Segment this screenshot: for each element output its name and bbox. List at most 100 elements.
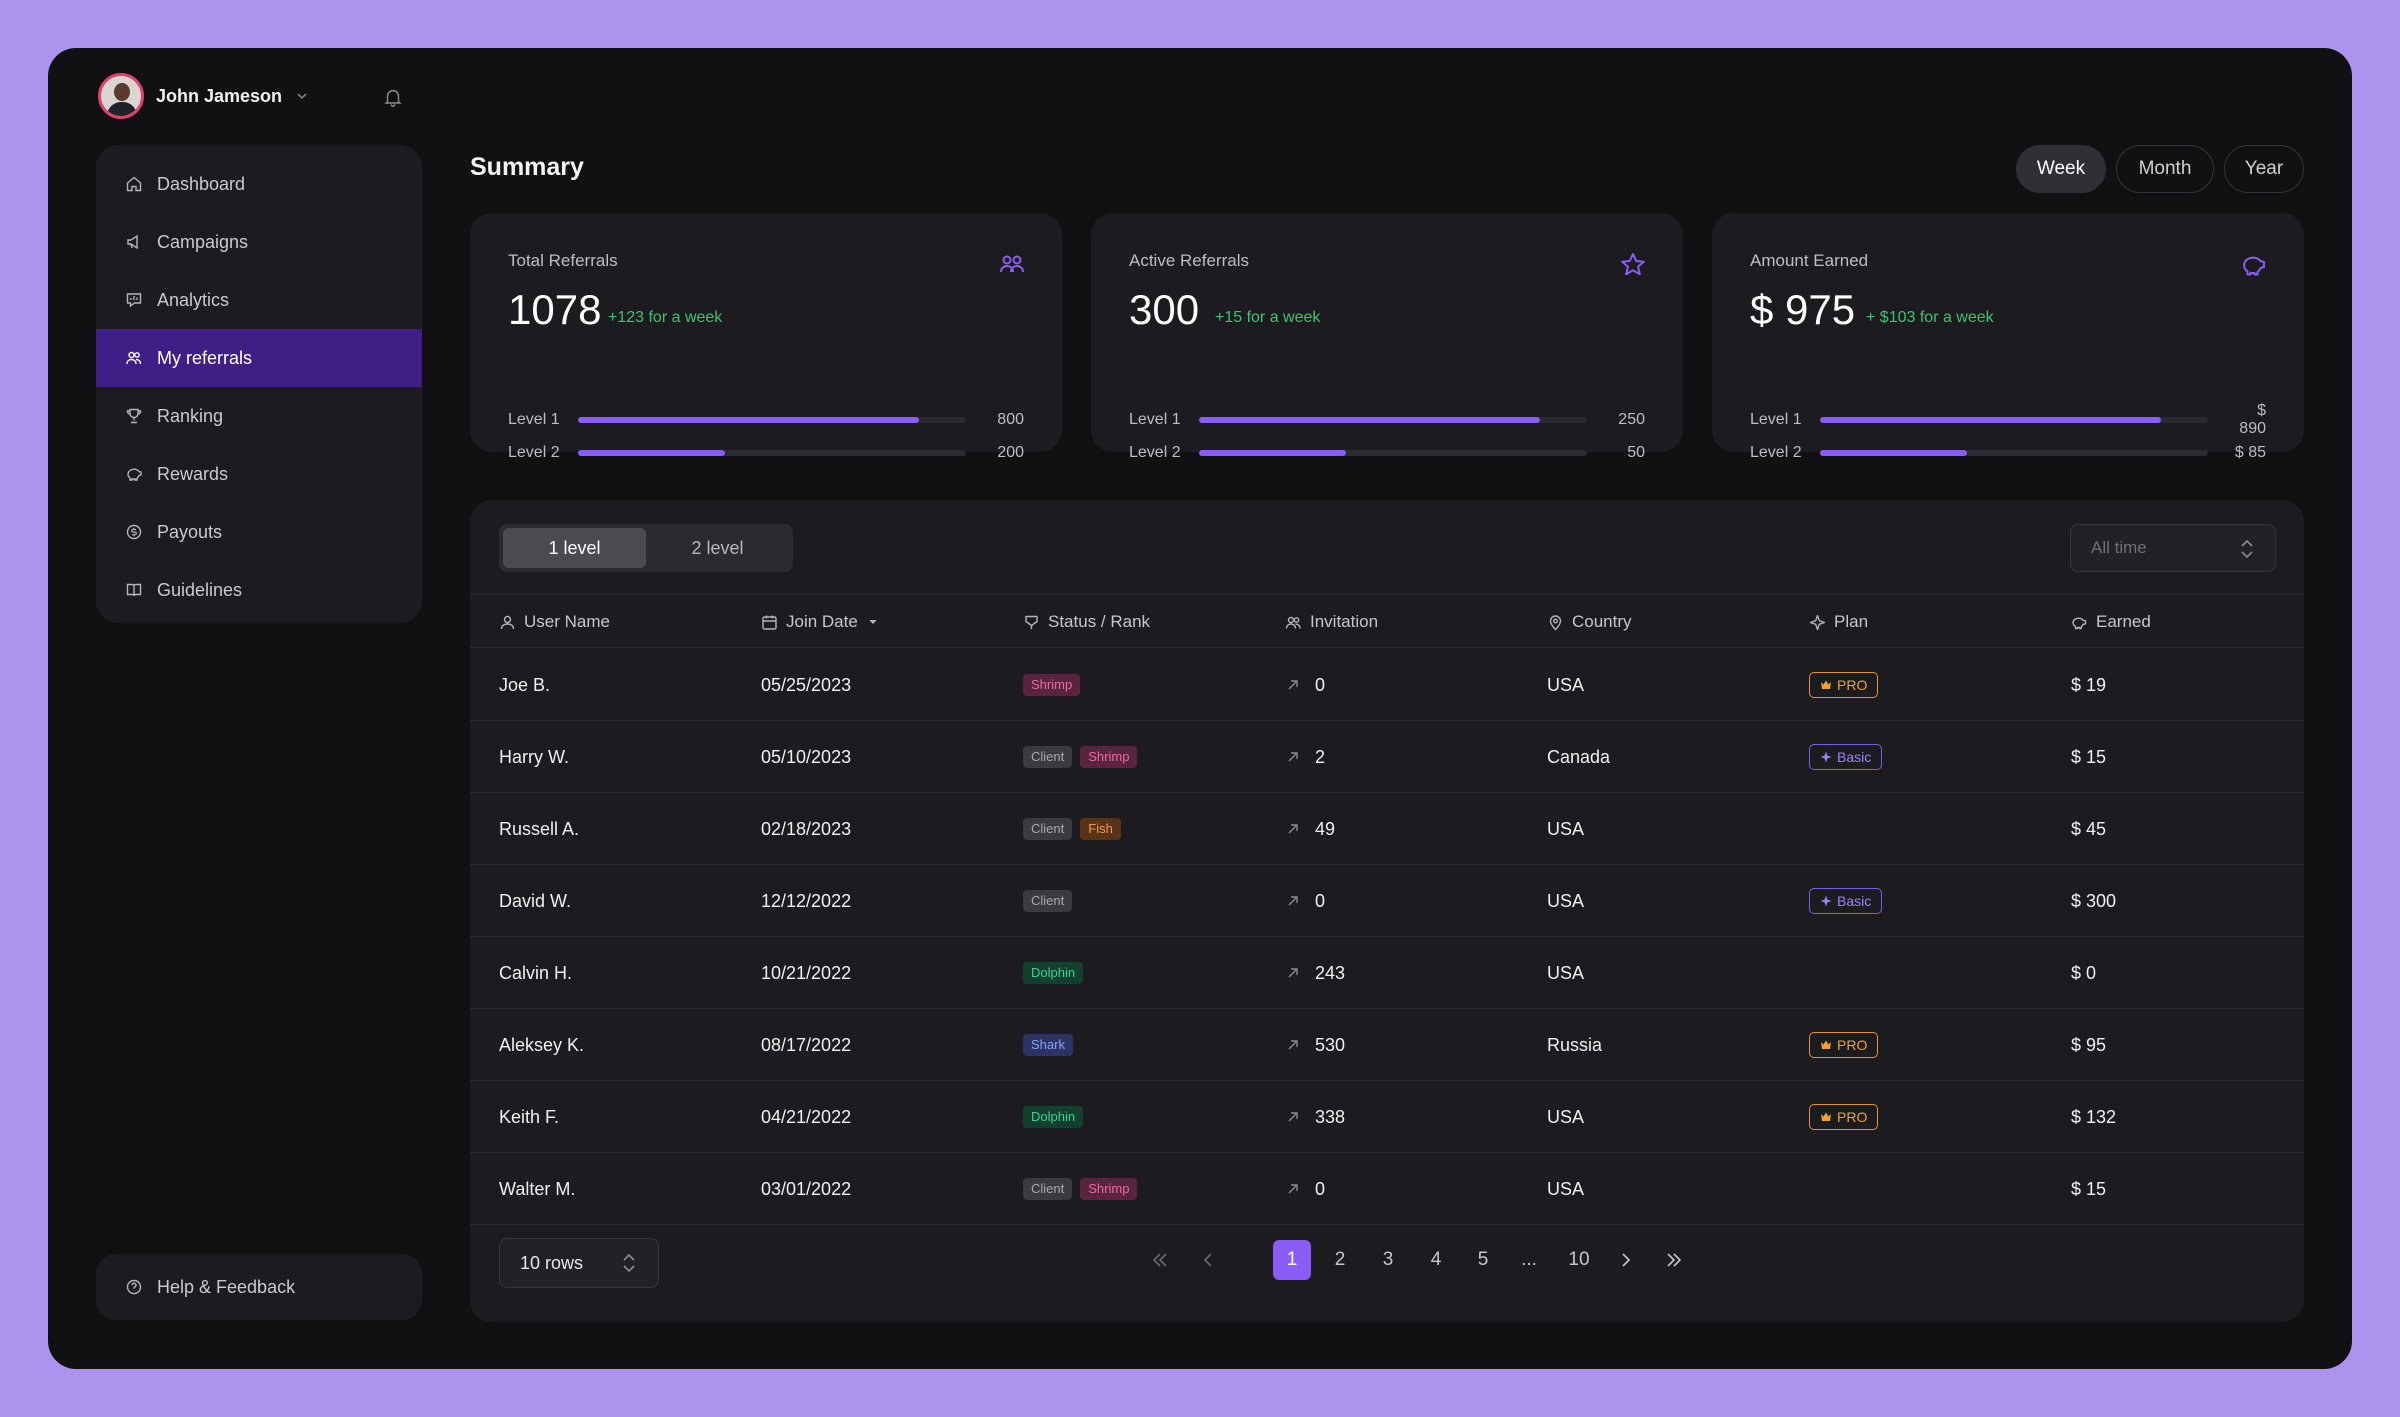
page-3-button[interactable]: 3 bbox=[1382, 1249, 1394, 1270]
sidebar-item-campaigns[interactable]: Campaigns bbox=[96, 213, 422, 271]
column-earned[interactable]: Earned bbox=[2071, 595, 2151, 649]
sidebar-item-dashboard[interactable]: Dashboard bbox=[96, 155, 422, 213]
calendar-icon bbox=[762, 615, 777, 630]
avatar[interactable] bbox=[98, 73, 144, 119]
sparkle-icon bbox=[1820, 895, 1832, 907]
sidebar-item-label: My referrals bbox=[157, 347, 253, 368]
page-5-button[interactable]: 5 bbox=[1477, 1249, 1489, 1270]
table-row[interactable]: Calvin H. 10/21/2022 Dolphin 243 USA $ 0 bbox=[470, 937, 2304, 1009]
help-feedback-button[interactable]: Help & Feedback bbox=[96, 1254, 422, 1320]
country-cell: Canada bbox=[1547, 746, 1611, 767]
user-icon bbox=[500, 615, 515, 629]
invitation-cell: 530 bbox=[1285, 1009, 1345, 1081]
sidebar-item-analytics[interactable]: Analytics bbox=[96, 271, 422, 329]
bar-value: 250 bbox=[1618, 411, 1645, 428]
page-10-button[interactable]: 10 bbox=[1568, 1249, 1590, 1270]
column-user-name[interactable]: User Name bbox=[499, 595, 610, 649]
plan-badge: PRO bbox=[1809, 1104, 1879, 1130]
plan-cell: PRO bbox=[1809, 1081, 1879, 1153]
join-date-cell: 08/17/2022 bbox=[761, 1034, 852, 1055]
status-badge: Client bbox=[1023, 746, 1073, 768]
time-filter-select[interactable]: All time bbox=[2070, 524, 2276, 572]
invitation-cell: 0 bbox=[1285, 1153, 1325, 1225]
user-name-cell: Aleksey K. bbox=[499, 1034, 585, 1055]
prev-page-button[interactable] bbox=[1192, 1240, 1224, 1280]
period-week-button[interactable]: Week bbox=[2016, 145, 2106, 193]
location-pin-icon bbox=[1549, 614, 1562, 630]
column-plan[interactable]: Plan bbox=[1809, 595, 1868, 649]
users-icon bbox=[1000, 255, 1024, 273]
arrow-up-right-icon[interactable] bbox=[1285, 1109, 1301, 1125]
arrow-up-right-icon[interactable] bbox=[1285, 677, 1301, 693]
table-row[interactable]: Keith F. 04/21/2022 Dolphin 338 USA PRO … bbox=[470, 1081, 2304, 1153]
page-2-button[interactable]: 2 bbox=[1334, 1249, 1346, 1270]
earned-cell: $ 95 bbox=[2071, 1034, 2107, 1055]
period-year-button[interactable]: Year bbox=[2224, 145, 2304, 193]
sidebar-item-guidelines[interactable]: Guidelines bbox=[96, 561, 422, 619]
sidebar-item-rewards[interactable]: Rewards bbox=[96, 445, 422, 503]
status-badge: Dolphin bbox=[1023, 962, 1084, 984]
page-4-button[interactable]: 4 bbox=[1430, 1249, 1442, 1270]
chevron-down-icon[interactable] bbox=[294, 88, 310, 104]
column-invitation[interactable]: Invitation bbox=[1285, 595, 1378, 649]
sidebar-item-payouts[interactable]: Payouts bbox=[96, 503, 422, 561]
join-date-cell: 02/18/2023 bbox=[761, 818, 852, 839]
country-cell: USA bbox=[1547, 1106, 1585, 1127]
tab-2-level[interactable]: 2 level bbox=[691, 537, 744, 558]
page-1-button[interactable]: 1 bbox=[1273, 1240, 1311, 1280]
earned-cell: $ 19 bbox=[2071, 674, 2107, 695]
next-page-button[interactable] bbox=[1610, 1240, 1642, 1280]
table-row[interactable]: Walter M. 03/01/2022 Client Shrimp 0 USA … bbox=[470, 1153, 2304, 1225]
level-1-bar: Level 1 800 bbox=[508, 410, 1024, 430]
sidebar-item-ranking[interactable]: Ranking bbox=[96, 387, 422, 445]
tab-1-level[interactable]: 1 level bbox=[503, 528, 646, 568]
level-1-bar: Level 1 250 bbox=[1129, 410, 1645, 430]
user-menu[interactable]: John Jameson bbox=[98, 73, 310, 119]
user-name[interactable]: John Jameson bbox=[156, 85, 283, 106]
card-delta: +15 for a week bbox=[1215, 309, 1321, 326]
bar-value: 800 bbox=[997, 411, 1024, 428]
level-2-bar: Level 2 $ 85 bbox=[1750, 443, 2266, 463]
join-date-cell: 10/21/2022 bbox=[761, 962, 852, 983]
arrow-up-right-icon[interactable] bbox=[1285, 893, 1301, 909]
column-status-rank[interactable]: Status / Rank bbox=[1023, 595, 1150, 649]
level-2-bar: Level 2 50 bbox=[1129, 443, 1645, 463]
dollar-icon bbox=[126, 524, 142, 540]
column-country[interactable]: Country bbox=[1547, 595, 1632, 649]
arrow-up-right-icon[interactable] bbox=[1285, 821, 1301, 837]
table-row[interactable]: Joe B. 05/25/2023 Shrimp 0 USA PRO $ 19 bbox=[470, 649, 2304, 721]
table-row[interactable]: Aleksey K. 08/17/2022 Shark 530 Russia P… bbox=[470, 1009, 2304, 1081]
period-month-button[interactable]: Month bbox=[2116, 145, 2214, 193]
column-label: Plan bbox=[1834, 612, 1869, 631]
sidebar-item-label: Analytics bbox=[157, 289, 230, 310]
bar-value: $ 85 bbox=[2234, 444, 2266, 461]
last-page-button[interactable] bbox=[1658, 1240, 1690, 1280]
arrow-up-right-icon[interactable] bbox=[1285, 749, 1301, 765]
arrow-up-right-icon[interactable] bbox=[1285, 1037, 1301, 1053]
caret-down-icon[interactable] bbox=[866, 615, 880, 629]
sidebar-item-label: Dashboard bbox=[157, 173, 246, 194]
country-cell: USA bbox=[1547, 890, 1585, 911]
table-row[interactable]: David W. 12/12/2022 Client 0 USA Basic $… bbox=[470, 865, 2304, 937]
table-row[interactable]: Harry W. 05/10/2023 Client Shrimp 2 Canad… bbox=[470, 721, 2304, 793]
invitation-cell: 2 bbox=[1285, 721, 1325, 793]
table-row[interactable]: Russell A. 02/18/2023 Client Fish 49 USA … bbox=[470, 793, 2304, 865]
arrow-up-right-icon[interactable] bbox=[1285, 1181, 1301, 1197]
sidebar-item-my-referrals[interactable]: My referrals bbox=[96, 329, 422, 387]
status-cell: Dolphin bbox=[1023, 937, 1091, 1009]
column-join-date[interactable]: Join Date bbox=[761, 595, 880, 649]
first-page-button[interactable] bbox=[1144, 1240, 1176, 1280]
arrow-up-right-icon[interactable] bbox=[1285, 965, 1301, 981]
join-date-cell: 05/25/2023 bbox=[761, 674, 852, 695]
plan-badge: PRO bbox=[1809, 672, 1879, 698]
sidebar-item-label: Payouts bbox=[157, 521, 223, 542]
bell-icon[interactable] bbox=[382, 86, 404, 108]
home-icon bbox=[126, 176, 142, 192]
amount-earned-card: Amount Earned $ 975 + $103 for a week Le… bbox=[1712, 213, 2304, 461]
piggy-bank-icon bbox=[2243, 256, 2265, 276]
page-ellipsis: ... bbox=[1521, 1249, 1537, 1270]
column-label: Status / Rank bbox=[1048, 612, 1151, 631]
rows-per-page-select[interactable]: 10 rows bbox=[499, 1238, 659, 1288]
earned-cell: $ 45 bbox=[2071, 818, 2107, 839]
book-icon bbox=[126, 583, 142, 597]
